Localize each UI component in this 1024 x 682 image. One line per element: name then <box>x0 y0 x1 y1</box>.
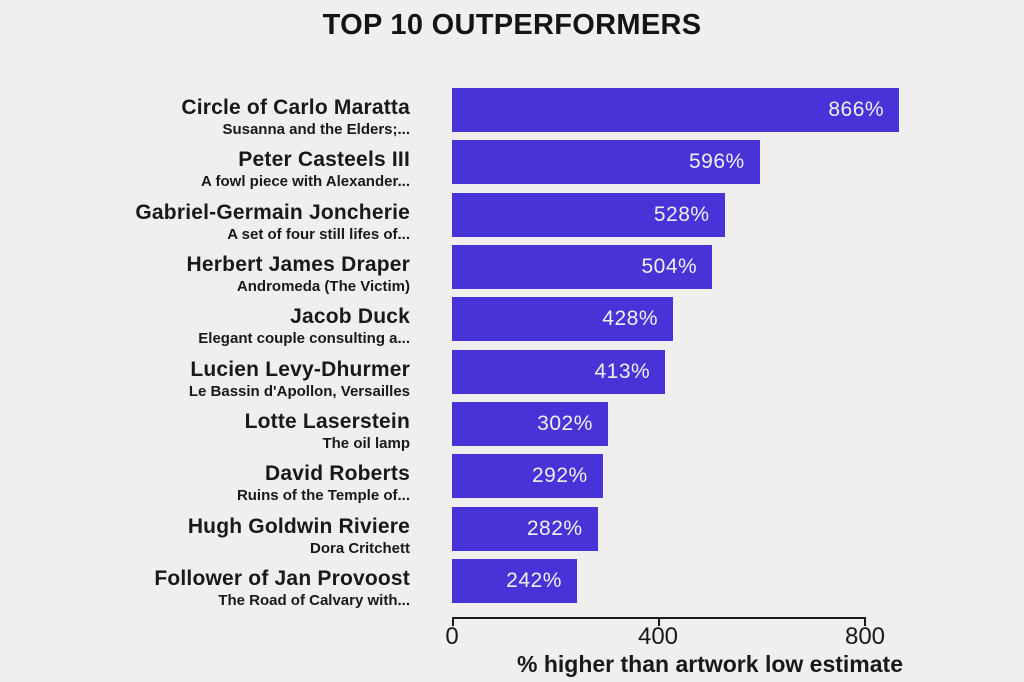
artwork-subtitle: A fowl piece with Alexander... <box>201 173 410 191</box>
x-tick-mark <box>658 619 660 626</box>
artwork-subtitle: A set of four still lifes of... <box>227 225 410 243</box>
row-labels: Herbert James Draper Andromeda (The Victi… <box>0 252 410 295</box>
bar: 596% <box>452 140 760 185</box>
artwork-subtitle: Susanna and the Elders;... <box>222 121 410 138</box>
artwork-subtitle: Elegant couple consulting a... <box>198 330 410 348</box>
x-tick-mark <box>864 619 866 626</box>
x-axis-title: % higher than artwork low estimate <box>517 651 903 677</box>
row-labels: Peter Casteels III A fowl piece with Alex… <box>0 147 410 190</box>
rows: Circle of Carlo Maratta Susanna and the E… <box>0 88 1024 611</box>
artist-name: Lucien Levy-Dhurmer <box>190 357 410 381</box>
bar-value-label: 528% <box>653 202 710 226</box>
chart-title: TOP 10 OUTPERFORMERS <box>322 9 702 41</box>
row-labels: Jacob Duck Elegant couple consulting a... <box>0 304 410 347</box>
x-tick-label: 800 <box>844 623 886 650</box>
bar-value-label: 596% <box>688 150 745 174</box>
artist-name: David Roberts <box>265 462 410 486</box>
bar: 528% <box>452 192 725 237</box>
artist-name: Follower of Jan Provoost <box>154 567 410 591</box>
bar-value-label: 302% <box>537 412 593 436</box>
bar: 504% <box>452 245 713 290</box>
artist-name: Hugh Goldwin Riviere <box>187 514 410 538</box>
x-tick-label: 0 <box>445 623 459 650</box>
bar-value-label: 242% <box>506 569 562 593</box>
row-labels: Follower of Jan Provoost The Road of Calv… <box>0 566 410 609</box>
chart-row: Hugh Goldwin Riviere Dora Critchett 282% <box>0 506 1024 559</box>
row-labels: Circle of Carlo Maratta Susanna and the E… <box>0 95 410 138</box>
bar-value-label: 282% <box>526 516 583 540</box>
bar-value-label: 413% <box>594 359 651 383</box>
chart-row: Lucien Levy-Dhurmer Le Bassin d'Apollon, … <box>0 349 1024 402</box>
artist-name: Gabriel-Germain Joncherie <box>135 200 410 224</box>
chart-row: Peter Casteels III A fowl piece with Alex… <box>0 140 1024 192</box>
chart-row: Lotte Laserstein The oil lamp 302% <box>0 402 1024 454</box>
artwork-subtitle: Andromeda (The Victim) <box>236 278 410 296</box>
artist-name: Herbert James Draper <box>186 253 410 277</box>
x-tick-label: 400 <box>637 623 679 650</box>
chart-row: Herbert James Draper Andromeda (The Victi… <box>0 245 1024 297</box>
bar-value-label: 292% <box>531 464 588 488</box>
artist-name: Lotte Laserstein <box>244 410 410 434</box>
artwork-subtitle: The oil lamp <box>322 435 410 453</box>
x-tick-mark <box>452 619 454 626</box>
chart-row: David Roberts Ruins of the Temple of... 29… <box>0 454 1024 506</box>
artwork-subtitle: Le Bassin d'Apollon, Versailles <box>188 382 410 400</box>
chart-row: Jacob Duck Elegant couple consulting a...… <box>0 297 1024 349</box>
row-labels: Hugh Goldwin Riviere Dora Critchett <box>0 514 410 557</box>
artwork-subtitle: Ruins of the Temple of... <box>236 487 410 505</box>
row-labels: David Roberts Ruins of the Temple of... <box>0 461 410 504</box>
chart-row: Circle of Carlo Maratta Susanna and the E… <box>0 88 1024 140</box>
bar: 302% <box>452 402 608 447</box>
row-labels: Gabriel-Germain Joncherie A set of four s… <box>0 200 410 243</box>
row-labels: Lucien Levy-Dhurmer Le Bassin d'Apollon, … <box>0 357 410 400</box>
bar: 282% <box>452 506 598 551</box>
chart-row: Gabriel-Germain Joncherie A set of four s… <box>0 192 1024 245</box>
chart-row: Follower of Jan Provoost The Road of Calv… <box>0 559 1024 611</box>
artwork-subtitle: Dora Critchett <box>309 539 410 557</box>
x-axis-line <box>452 617 866 619</box>
artist-name: Circle of Carlo Maratta <box>181 96 410 119</box>
artist-name: Jacob Duck <box>290 305 410 329</box>
bar: 242% <box>452 559 577 604</box>
artwork-subtitle: The Road of Calvary with... <box>218 592 410 610</box>
bar-value-label: 866% <box>828 98 885 121</box>
bar: 413% <box>452 349 666 394</box>
bar: 428% <box>452 297 673 342</box>
bar: 292% <box>452 454 603 499</box>
artist-name: Peter Casteels III <box>238 148 410 172</box>
bar: 866% <box>452 88 900 132</box>
bar-value-label: 428% <box>602 307 658 331</box>
bar-value-label: 504% <box>641 255 698 279</box>
row-labels: Lotte Laserstein The oil lamp <box>0 409 410 452</box>
